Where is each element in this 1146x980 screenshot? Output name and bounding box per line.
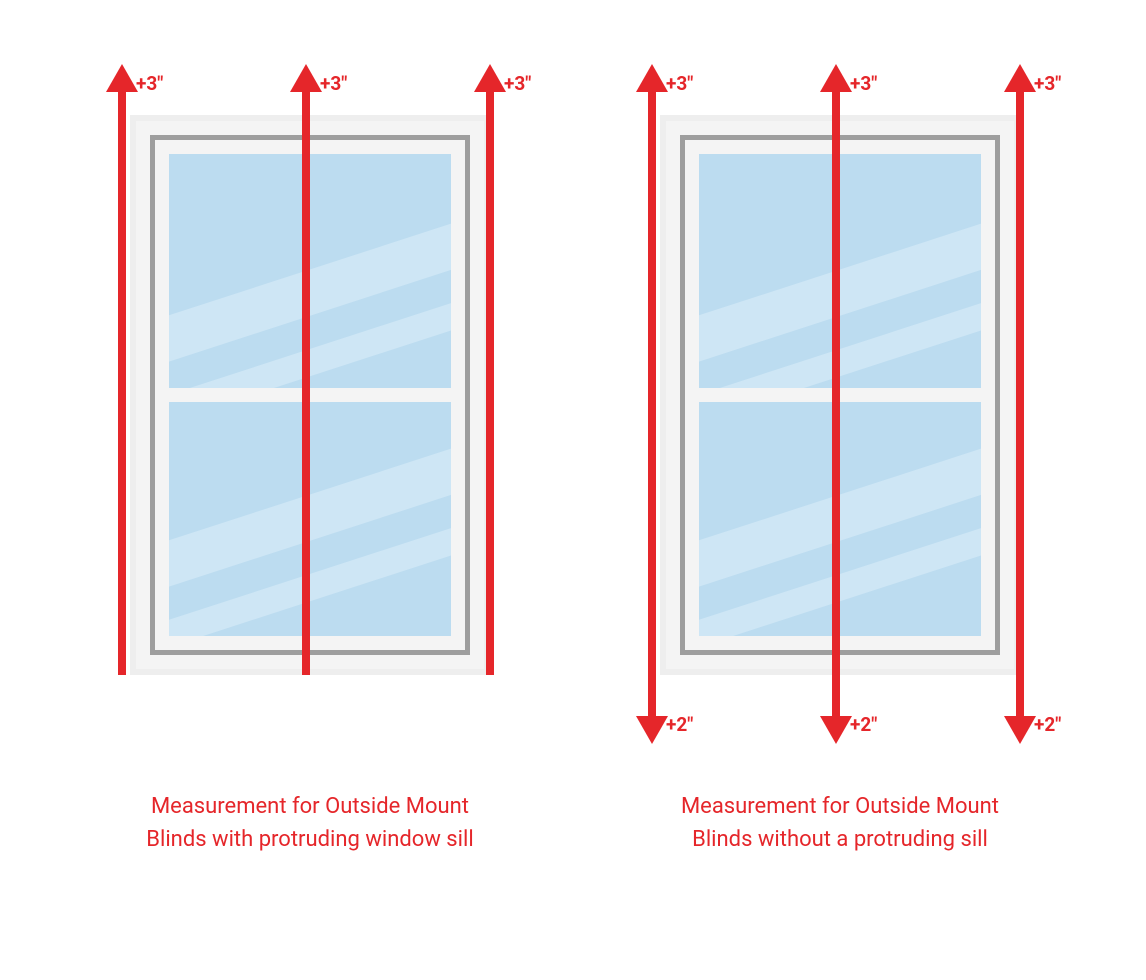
measure-arrow-left: +3" xyxy=(118,88,126,675)
caption-line: Blinds with protruding window sill xyxy=(146,827,473,852)
arrow-label-top: +3" xyxy=(504,72,531,95)
arrow-label-top: +3" xyxy=(850,72,877,95)
measure-arrow-center: +3" xyxy=(302,88,310,675)
caption-without-sill: Measurement for Outside Mount Blinds wit… xyxy=(600,790,1080,856)
arrow-label-top: +3" xyxy=(136,72,163,95)
arrow-label-bottom: +2" xyxy=(850,713,877,736)
measure-arrow-left: +3" +2" xyxy=(648,88,656,720)
window-panes xyxy=(699,154,981,636)
caption-line: Measurement for Outside Mount xyxy=(151,794,469,819)
window-area-left: +3" +3" +3" xyxy=(70,60,550,760)
measure-arrow-center: +3" +2" xyxy=(832,88,840,720)
window-pane-bottom xyxy=(169,402,451,636)
window-area-right: +3" +2" +3" +2" +3" +2" xyxy=(600,60,1080,760)
window-pane-top xyxy=(169,154,451,388)
panel-with-sill: +3" +3" +3" Measurement for Outside Moun… xyxy=(70,60,550,856)
arrow-head-up-icon xyxy=(820,64,852,92)
arrow-label-bottom: +2" xyxy=(666,713,693,736)
arrow-head-down-icon xyxy=(820,716,852,744)
arrow-head-up-icon xyxy=(636,64,668,92)
arrow-label-top: +3" xyxy=(1034,72,1061,95)
arrow-head-down-icon xyxy=(1004,716,1036,744)
arrow-head-up-icon xyxy=(474,64,506,92)
window-inner-frame xyxy=(150,135,470,655)
arrow-head-down-icon xyxy=(636,716,668,744)
arrow-head-up-icon xyxy=(106,64,138,92)
measure-arrow-right: +3" xyxy=(486,88,494,675)
measure-arrow-right: +3" +2" xyxy=(1016,88,1024,720)
diagram-stage: +3" +3" +3" Measurement for Outside Moun… xyxy=(0,0,1146,980)
arrow-label-top: +3" xyxy=(320,72,347,95)
window-inner-frame xyxy=(680,135,1000,655)
window-illustration xyxy=(130,115,490,675)
arrow-head-up-icon xyxy=(290,64,322,92)
window-illustration xyxy=(660,115,1020,675)
window-pane-bottom xyxy=(699,402,981,636)
caption-line: Measurement for Outside Mount xyxy=(681,794,999,819)
window-panes xyxy=(169,154,451,636)
arrow-label-bottom: +2" xyxy=(1034,713,1061,736)
arrow-label-top: +3" xyxy=(666,72,693,95)
caption-line: Blinds without a protruding sill xyxy=(692,827,988,852)
panel-without-sill: +3" +2" +3" +2" +3" +2" Measurement for … xyxy=(600,60,1080,856)
arrow-head-up-icon xyxy=(1004,64,1036,92)
window-pane-top xyxy=(699,154,981,388)
caption-with-sill: Measurement for Outside Mount Blinds wit… xyxy=(70,790,550,856)
